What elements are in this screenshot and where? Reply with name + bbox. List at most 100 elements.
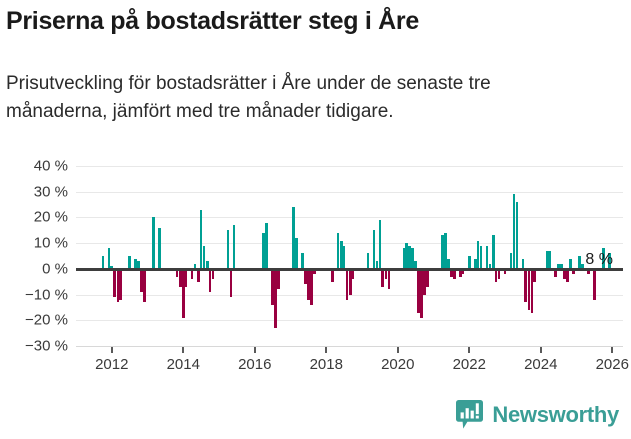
bar-chart-speech-bubble-icon [456,400,484,429]
bar [426,268,429,287]
bar [190,268,194,280]
bar [417,268,420,313]
bar [101,256,105,269]
bar [593,268,596,300]
bar [110,266,114,269]
bar [509,253,513,269]
x-axis-tick-mark [325,347,328,353]
bar [587,268,590,274]
bar [205,261,209,269]
bar [208,268,212,292]
bar [351,268,355,280]
bar [497,268,501,280]
bar [447,258,450,269]
bar [411,248,415,269]
bar [331,268,334,282]
bar [494,268,498,282]
bar [175,268,179,277]
bar [134,258,137,269]
y-axis-tick-label: −20 % [25,311,68,329]
bar [488,263,492,269]
bar [301,253,304,269]
bar [179,268,182,287]
bar [199,209,203,269]
gridline [76,294,623,296]
newsworthy-logo[interactable]: Newsworthy [456,400,619,429]
bar [339,240,343,269]
bar [479,245,483,269]
bar [554,268,558,277]
bar [524,268,528,303]
bar [307,268,310,300]
bar [140,268,143,292]
bar [560,263,563,269]
bar [402,248,406,269]
bar [527,268,531,310]
bar [444,232,447,269]
bar [566,268,569,282]
bar [485,245,489,269]
bar [292,207,295,269]
bar [515,202,519,269]
bar [119,268,122,300]
bar [459,268,462,277]
bar [381,268,385,287]
x-axis-tick-mark [468,347,471,353]
newsworthy-wordmark: Newsworthy [492,401,619,427]
bar [450,268,453,277]
y-axis-tick-label: 10 % [33,234,68,252]
bar [503,268,507,274]
gridline [76,166,623,167]
bar [196,268,200,282]
bar [158,227,161,269]
y-axis-tick-label: 40 % [33,157,68,175]
bar [548,250,551,269]
bar [441,235,444,269]
bar [581,263,584,269]
page-subtitle: Prisutveckling för bostadsrätter i Åre u… [6,73,491,122]
x-axis-tick-label: 2026 [595,356,629,373]
bar [313,268,316,274]
x-axis-tick-mark [611,347,614,353]
gridline [76,320,623,322]
y-axis-tick-label: −10 % [25,286,68,304]
bar [384,268,388,280]
bar [226,230,230,269]
x-axis-tick-mark [539,347,542,353]
bar [336,232,340,269]
x-axis-tick-label: 2018 [309,356,343,373]
x-axis-tick-label: 2022 [452,356,486,373]
gridline [76,243,623,245]
bar [405,243,408,269]
bar [137,261,140,269]
bar [530,268,534,313]
bar [521,258,525,269]
bar [262,232,265,269]
bar [408,245,411,269]
bar [211,268,215,280]
bar [271,268,274,305]
bar [461,268,465,274]
bar [474,258,477,269]
bar [420,268,423,318]
bar [232,225,236,269]
bar [181,268,185,318]
bar [184,268,188,287]
bar [107,248,111,269]
bar [229,268,233,298]
bar [414,261,417,269]
x-axis-tick-label: 2024 [524,356,558,373]
bar [608,253,611,269]
x-axis-tick-label: 2012 [95,356,129,373]
bar [578,256,581,269]
bar [309,268,313,305]
bar [274,268,277,328]
y-axis-tick-label: −30 % [25,337,68,355]
bar [366,253,370,269]
bar [533,268,536,282]
bar [569,258,572,269]
y-axis-tick-label: 20 % [33,208,68,226]
bar [602,248,605,269]
x-axis-tick-mark [182,347,185,353]
